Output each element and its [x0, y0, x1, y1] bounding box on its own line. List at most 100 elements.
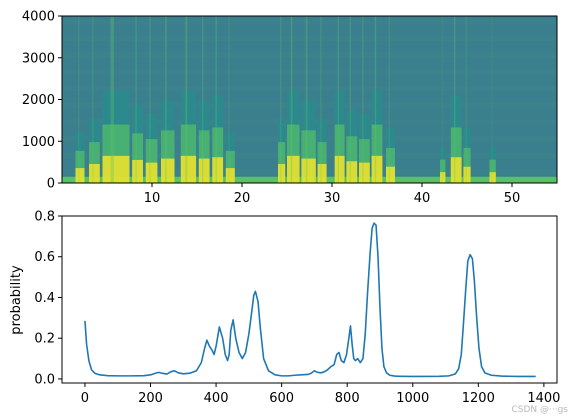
spectrogram-onset: [441, 16, 443, 183]
spectrogram-onset: [280, 16, 282, 183]
spectrogram-band: [62, 52, 557, 58]
spectrogram-formant: [346, 136, 358, 183]
spectrogram-y-tick-label: 1000: [22, 135, 55, 150]
spectrogram-formant: [75, 150, 85, 183]
probability-y-tick-label: 0.2: [34, 332, 55, 347]
spectrogram-onset: [149, 16, 151, 183]
probability-y-axis: 0.0 0.2 0.4 0.6 0.8: [34, 210, 62, 387]
spectrogram-energy: [463, 166, 471, 183]
probability-x-tick-label: 1400: [527, 391, 560, 406]
probability-line-group: [84, 222, 536, 378]
spectrogram-band: [62, 19, 557, 25]
spectrogram-onset: [202, 16, 204, 183]
spectrogram-formant: [463, 147, 471, 183]
spectrogram-y-tick-label: 0: [47, 177, 55, 192]
spectrogram-onset: [185, 16, 188, 183]
probability-x-tick-label: 400: [204, 391, 229, 406]
spectrogram-onset: [135, 16, 137, 183]
spectrogram-formant: [145, 139, 158, 183]
spectrogram-formant: [386, 147, 395, 183]
watermark-text: CSDN @···gs: [511, 405, 568, 415]
spectrogram-onset: [374, 16, 377, 183]
spectrogram-x-tick-label: 20: [234, 191, 251, 206]
spectrogram-onset: [454, 16, 456, 183]
probability-y-tick-label: 0.0: [34, 372, 55, 387]
spectrogram-onset: [165, 16, 167, 183]
spectrogram-formant: [371, 124, 383, 183]
spectrogram-energy: [334, 155, 345, 183]
spectrogram-energy: [161, 158, 175, 183]
spectrogram-band: [62, 69, 557, 75]
probability-line: [84, 222, 536, 378]
spectrogram-energy: [145, 162, 158, 183]
probability-x-tick-label: 600: [269, 391, 294, 406]
spectrogram-energy: [89, 164, 100, 183]
spectrogram-formant: [317, 142, 327, 183]
spectrogram-formant: [198, 130, 210, 183]
spectrogram-formant: [278, 142, 286, 183]
spectrogram-energy: [102, 155, 130, 183]
spectrogram-onset: [215, 16, 217, 183]
spectrogram-formant: [132, 133, 143, 183]
probability-y-tick-label: 0.4: [34, 291, 55, 306]
spectrogram-energy: [371, 155, 383, 183]
spectrogram-image: [62, 16, 557, 183]
spectrogram-formant: [450, 127, 462, 183]
spectrogram-onset: [320, 16, 322, 183]
probability-x-tick-label: 1000: [396, 391, 429, 406]
spectrogram-onset: [465, 16, 467, 183]
probability-x-tick-label: 0: [81, 391, 89, 406]
probability-y-tick-label: 0.8: [34, 210, 55, 225]
probability-x-axis: 0 200 400 600 800 1000 1200 1400: [81, 383, 560, 406]
spectrogram-onset: [388, 16, 390, 183]
spectrogram-energy: [450, 157, 462, 183]
probability-y-axis-label: probability: [9, 265, 24, 335]
probability-x-tick-label: 1200: [462, 391, 495, 406]
spectrogram-formant: [489, 159, 496, 183]
spectrogram-formant: [359, 139, 370, 183]
spectrogram-x-tick-label: 30: [324, 191, 341, 206]
spectrogram-onset: [362, 16, 364, 183]
spectrogram-energy: [386, 166, 395, 183]
spectrogram-x-tick-label: 40: [414, 191, 431, 206]
spectrogram-formant: [212, 127, 224, 183]
spectrogram-x-tick-label: 10: [144, 191, 161, 206]
spectrogram-energy: [440, 172, 446, 183]
spectrogram-y-tick-label: 2000: [22, 93, 55, 108]
spectrogram-band: [62, 36, 557, 42]
spectrogram-onset: [92, 16, 94, 183]
spectrogram-energy: [180, 155, 197, 183]
spectrogram-onset: [110, 16, 114, 183]
probability-y-tick-label: 0.6: [34, 250, 55, 265]
spectrogram-onset: [305, 16, 308, 183]
spectrogram-panel: 10 20 30 40 50 0 1000 2000 3000 4000: [22, 10, 558, 206]
spectrogram-energy: [301, 158, 316, 183]
spectrogram-energy: [278, 164, 286, 183]
spectrogram-energy: [287, 155, 300, 183]
probability-panel: 0 200 400 600 800 1000 1200 1400 0.00.20.40.60.…: [9, 210, 560, 407]
spectrogram-onset: [349, 16, 351, 183]
spectrogram-y-axis: 0 1000 2000 3000 4000: [22, 10, 62, 192]
probability-x-tick-label: 800: [335, 391, 360, 406]
spectrogram-energy: [225, 168, 235, 183]
spectrogram-energy: [212, 157, 224, 183]
spectrogram-energy: [346, 161, 358, 183]
spectrogram-formant: [334, 124, 345, 183]
spectrogram-onset: [78, 16, 80, 183]
probability-x-tick-label: 200: [138, 391, 163, 406]
spectrogram-formant: [225, 150, 235, 183]
spectrogram-energy: [75, 168, 85, 183]
spectrogram-band: [62, 86, 557, 92]
spectrogram-energy: [132, 159, 143, 183]
spectrogram-y-tick-label: 4000: [22, 10, 55, 25]
spectrogram-x-axis: 10 20 30 40 50: [144, 183, 521, 206]
spectrogram-onset: [290, 16, 293, 183]
spectrogram-onset: [491, 16, 493, 183]
spectrogram-energy: [359, 162, 370, 183]
spectrogram-energy: [198, 158, 210, 183]
spectrogram-onset: [337, 16, 339, 183]
probability-plot-area: [62, 216, 557, 383]
spectrogram-x-tick-label: 50: [504, 191, 521, 206]
spectrogram-formant: [89, 142, 100, 183]
